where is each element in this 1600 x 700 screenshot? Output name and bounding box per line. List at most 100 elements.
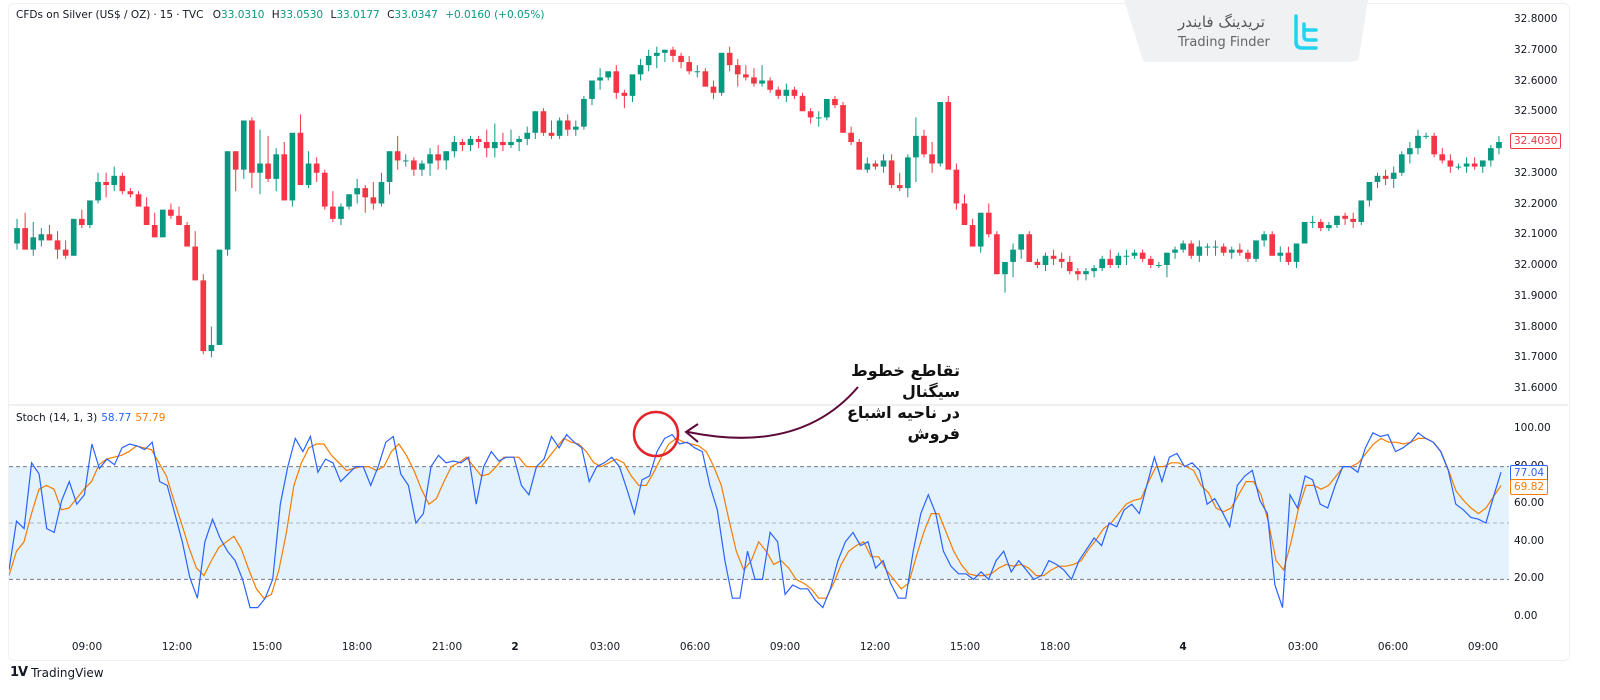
candle (1115, 255, 1122, 265)
stoch-d-tag: 69.82 (1510, 479, 1549, 495)
candle (1293, 243, 1300, 262)
candle (1479, 160, 1486, 167)
candle (305, 163, 312, 186)
candle (1228, 249, 1235, 253)
candle (637, 65, 644, 75)
candle (321, 172, 328, 207)
candle (945, 102, 952, 170)
interval[interactable]: 15 (159, 9, 174, 21)
candle (70, 218, 77, 256)
candle (734, 65, 741, 75)
candle (1253, 240, 1259, 259)
watermark-panel (1124, 0, 1368, 62)
candle (1407, 148, 1413, 155)
candle (1366, 181, 1373, 201)
candle (1439, 154, 1446, 161)
candle (799, 95, 806, 112)
candle (289, 132, 296, 201)
candle (273, 154, 280, 179)
stoch-pane[interactable] (9, 406, 1509, 634)
candle (119, 175, 126, 192)
candle (159, 209, 166, 238)
candle (362, 188, 369, 198)
price-axis-label: 32.8000 (1514, 13, 1558, 25)
symbol-legend[interactable]: CFDs on Silver (US$ / OZ) · 15 · TVC O33.031… (16, 9, 545, 21)
candle (597, 77, 603, 81)
candle (1058, 258, 1065, 262)
candle (621, 92, 628, 96)
candle (783, 89, 790, 96)
candle (1083, 271, 1089, 275)
tradingview-brand-text: TradingView (31, 665, 104, 680)
stoch-axis-label: 40.00 (1514, 534, 1545, 547)
stoch-title[interactable]: Stoch (14, 1, 3) (16, 412, 98, 424)
candle (856, 142, 863, 170)
candle (961, 203, 968, 226)
time-axis-label: 12:00 (859, 641, 891, 653)
price-axis-label: 31.6000 (1514, 382, 1558, 394)
candle (346, 194, 352, 207)
candle (14, 228, 20, 244)
candle (1164, 252, 1170, 265)
candle (22, 228, 28, 250)
candle (888, 160, 895, 186)
time-axis-label: 09:00 (769, 641, 801, 653)
stoch-d-line (9, 437, 1502, 599)
candle (208, 344, 215, 352)
candle (127, 191, 134, 195)
stoch-axis-label: 60.00 (1514, 497, 1545, 510)
candle (232, 151, 239, 170)
candle (1034, 261, 1041, 265)
candle (1139, 252, 1146, 259)
candle (111, 175, 118, 186)
candle (176, 215, 182, 226)
candle (135, 194, 142, 207)
candle (929, 154, 935, 164)
candle (1002, 261, 1008, 275)
candle (103, 181, 109, 186)
candle (151, 225, 158, 238)
stoch-legend[interactable]: Stoch (14, 1, 3) 58.77 57.79 (16, 412, 165, 424)
candle (1212, 246, 1219, 248)
candle (589, 80, 595, 99)
candle (216, 249, 223, 345)
candle (1131, 252, 1138, 256)
candle (483, 142, 490, 149)
candle (694, 71, 701, 73)
candle (1091, 268, 1097, 272)
stoch-d-value: 57.79 (135, 412, 166, 424)
candle (1277, 252, 1284, 256)
candle (1172, 249, 1178, 253)
candle (775, 89, 782, 96)
candle (1075, 271, 1081, 275)
tradingview-logo-icon: 𝟭𝗩 (10, 665, 28, 680)
candle (1463, 163, 1470, 167)
watermark-fa-text: تریدینگ فایندر (1178, 13, 1265, 31)
candle (1342, 215, 1348, 219)
tradingview-logo[interactable]: 𝟭𝗩 TradingView (10, 665, 104, 680)
stoch-chart[interactable] (9, 406, 1509, 634)
candle (662, 49, 668, 53)
candle (532, 111, 539, 133)
price-pane[interactable] (9, 4, 1509, 404)
candle (508, 142, 514, 146)
candle (411, 160, 417, 170)
candle (726, 52, 733, 66)
last-price-tag: 32.4030 (1510, 133, 1562, 150)
candle (1374, 175, 1381, 182)
candle (467, 138, 474, 146)
candle (653, 52, 660, 56)
candle (564, 120, 571, 130)
candle (759, 80, 765, 84)
candle (1431, 135, 1438, 155)
symbol-name[interactable]: CFDs on Silver (US$ / OZ) (16, 9, 151, 21)
candle (386, 151, 393, 182)
candlestick-chart[interactable] (9, 4, 1509, 404)
candle (953, 169, 960, 204)
annotation-line-2: در ناحیه اشباع فروش (846, 403, 960, 443)
candle (848, 132, 854, 142)
price-axis-label: 31.9000 (1514, 289, 1558, 302)
candle (1358, 200, 1365, 222)
price-axis-label: 32.3000 (1514, 166, 1558, 179)
time-axis-label: 4 (1179, 641, 1187, 653)
